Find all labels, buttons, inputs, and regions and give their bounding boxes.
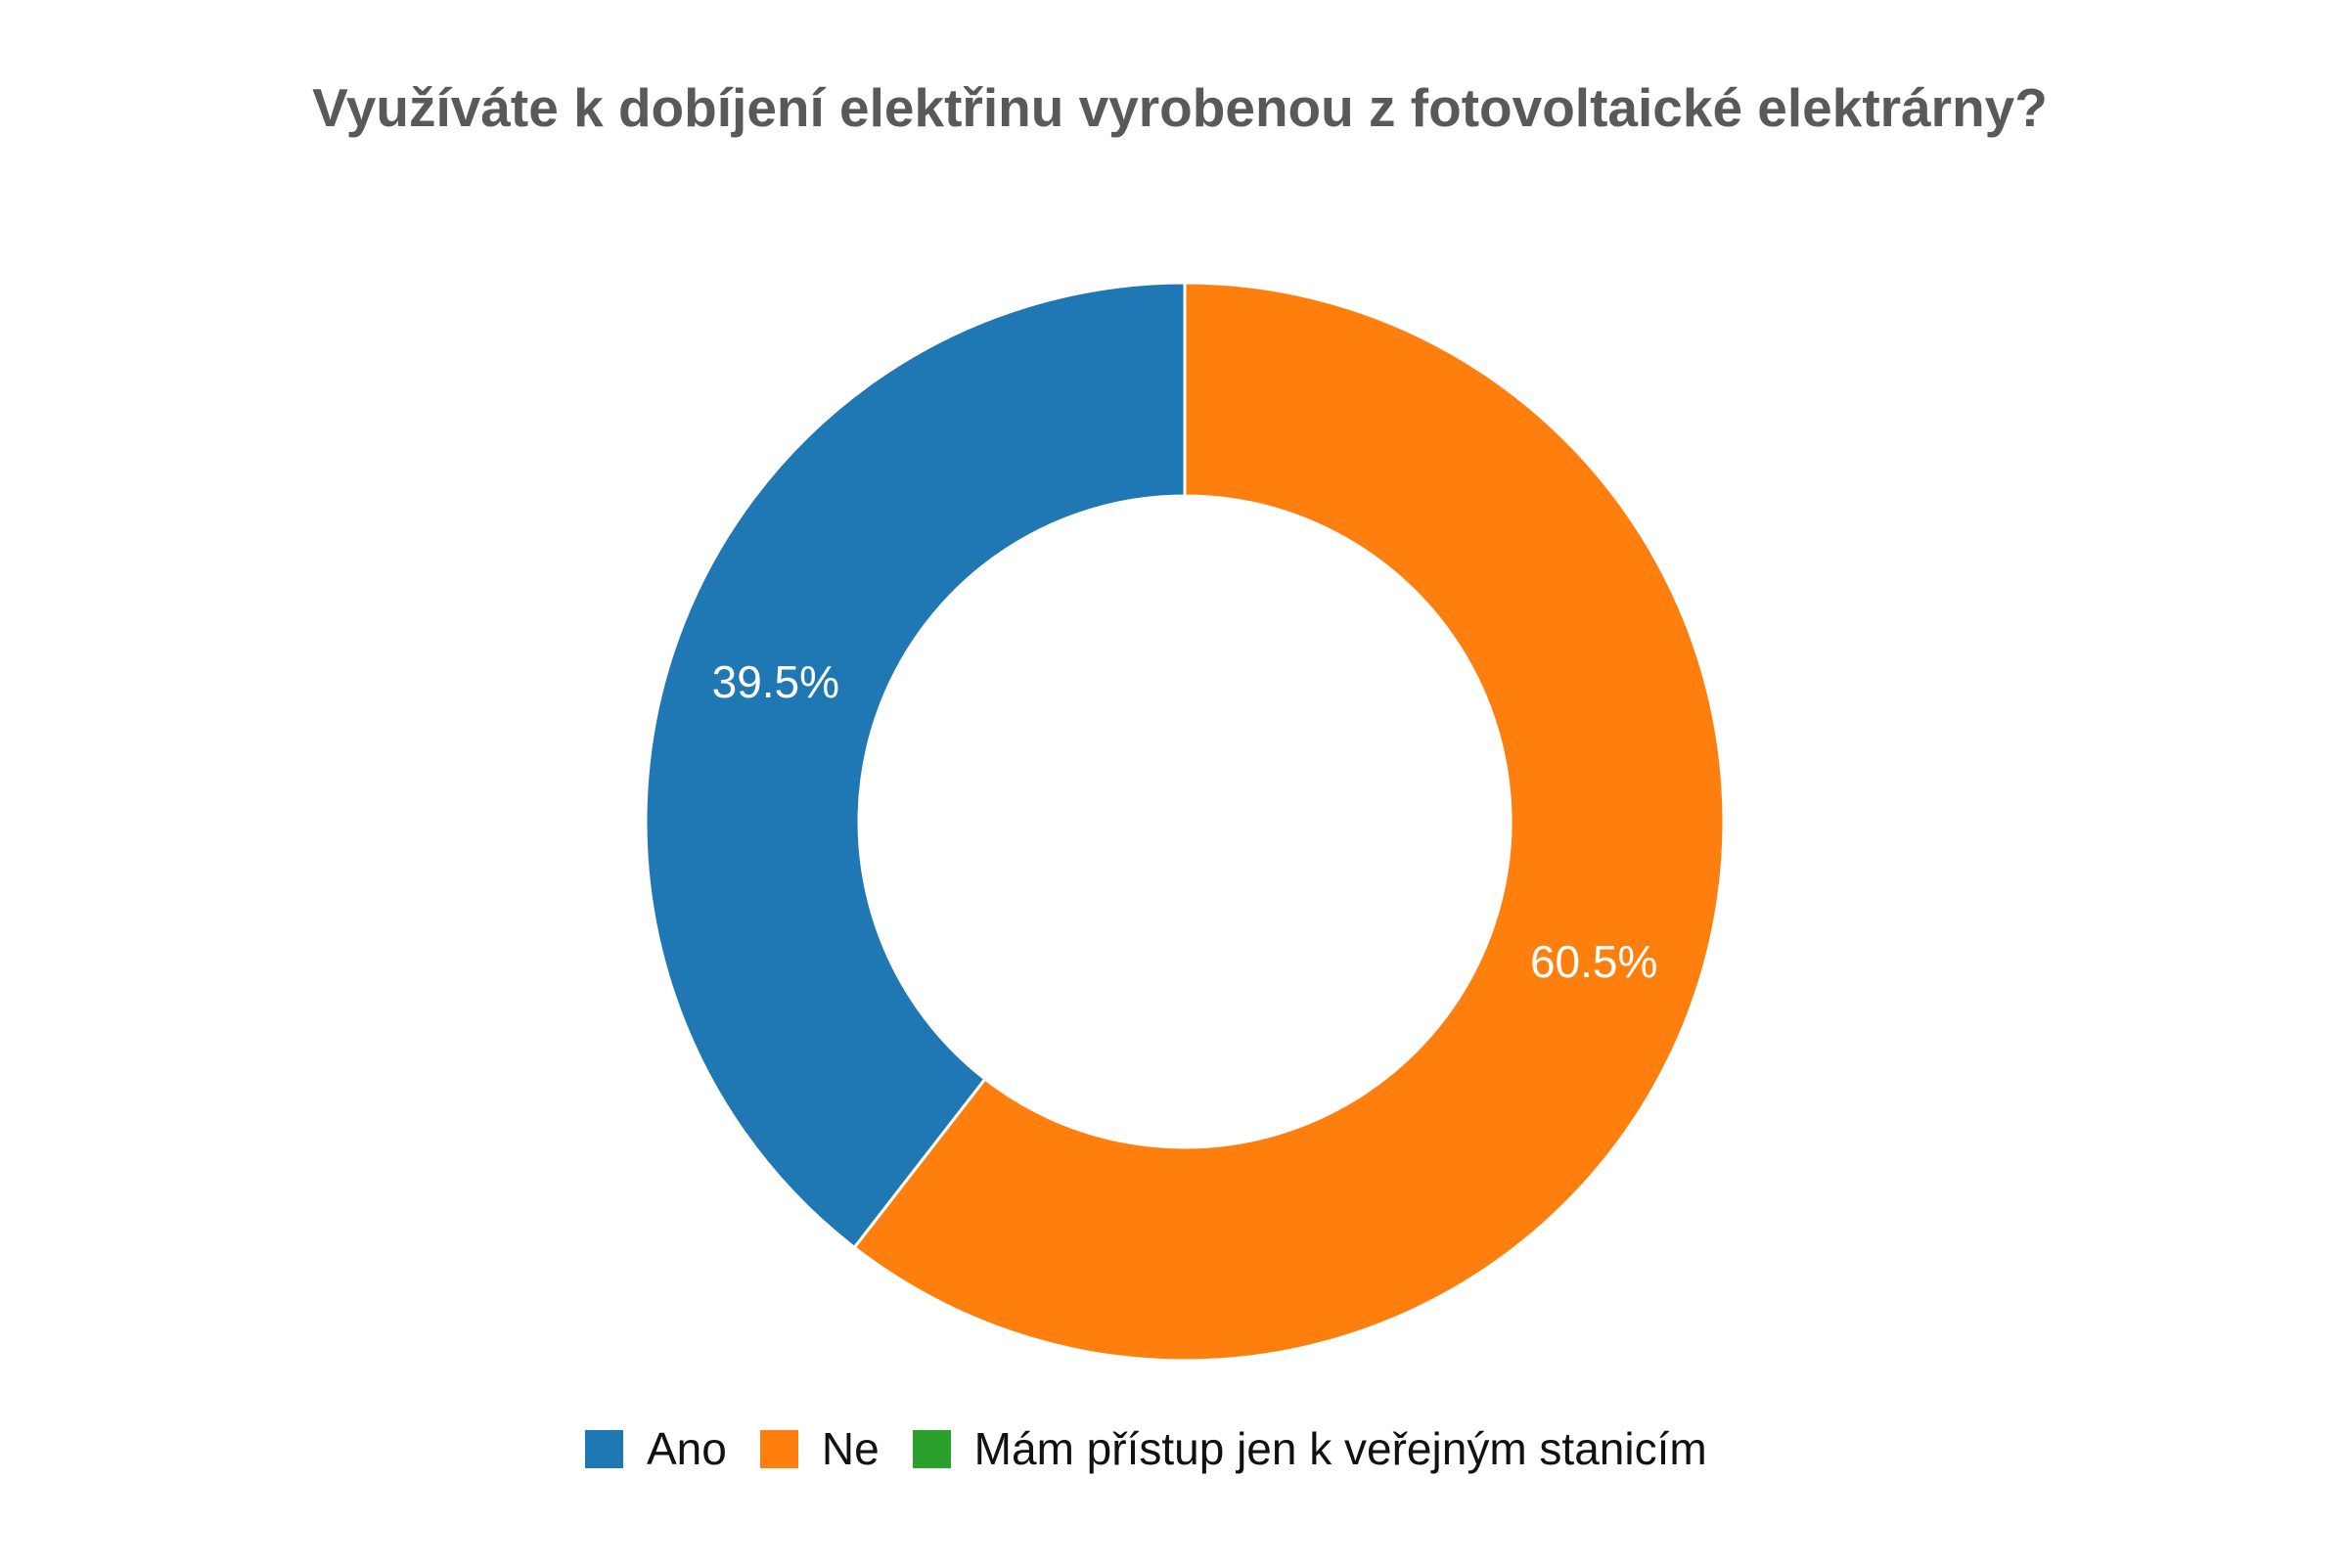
legend-item[interactable]: Ano xyxy=(585,1422,727,1475)
data-label: 39.5% xyxy=(712,656,839,707)
slice-ne[interactable] xyxy=(852,281,1726,1363)
legend-swatch xyxy=(585,1429,623,1468)
legend-label: Ne xyxy=(821,1423,880,1474)
chart-title: Využíváte k dobíjení elektřinu vyrobenou… xyxy=(312,77,2048,138)
legend-item[interactable]: Ne xyxy=(759,1422,880,1475)
legend: Ano Ne Mám přístup jen k veřejným stanicím xyxy=(585,1422,1740,1475)
legend-swatch xyxy=(912,1429,951,1468)
data-label: 60.5% xyxy=(1530,936,1657,987)
legend-swatch xyxy=(759,1429,798,1468)
legend-item[interactable]: Mám přístup jen k veřejným stanicím xyxy=(912,1422,1707,1475)
legend-label: Ano xyxy=(647,1423,727,1474)
slice-ano[interactable] xyxy=(644,281,1187,1250)
legend-label: Mám přístup jen k veřejným stanicím xyxy=(973,1423,1707,1474)
